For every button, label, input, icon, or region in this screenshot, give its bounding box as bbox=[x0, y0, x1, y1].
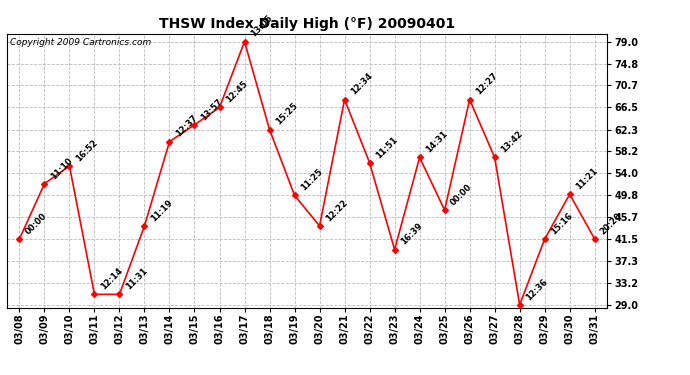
Text: 00:00: 00:00 bbox=[23, 211, 48, 236]
Text: 12:27: 12:27 bbox=[474, 72, 499, 97]
Text: 11:19: 11:19 bbox=[148, 198, 174, 223]
Text: 12:14: 12:14 bbox=[99, 266, 124, 291]
Text: 12:37: 12:37 bbox=[174, 114, 199, 139]
Text: 13:57: 13:57 bbox=[199, 97, 224, 122]
Text: 11:21: 11:21 bbox=[574, 166, 599, 192]
Title: THSW Index Daily High (°F) 20090401: THSW Index Daily High (°F) 20090401 bbox=[159, 17, 455, 31]
Text: 20:20: 20:20 bbox=[599, 211, 624, 236]
Text: 13:05: 13:05 bbox=[248, 13, 274, 39]
Text: 14:31: 14:31 bbox=[424, 129, 449, 154]
Text: 11:10: 11:10 bbox=[48, 156, 74, 181]
Text: 12:34: 12:34 bbox=[348, 72, 374, 97]
Text: 15:16: 15:16 bbox=[549, 211, 574, 236]
Text: 11:25: 11:25 bbox=[299, 167, 324, 193]
Text: 16:39: 16:39 bbox=[399, 222, 424, 247]
Text: 15:25: 15:25 bbox=[274, 101, 299, 127]
Text: 16:52: 16:52 bbox=[74, 138, 99, 163]
Text: 11:31: 11:31 bbox=[124, 266, 149, 291]
Text: 11:51: 11:51 bbox=[374, 135, 399, 160]
Text: 12:45: 12:45 bbox=[224, 79, 249, 105]
Text: 12:22: 12:22 bbox=[324, 198, 349, 223]
Text: 12:36: 12:36 bbox=[524, 277, 549, 302]
Text: Copyright 2009 Cartronics.com: Copyright 2009 Cartronics.com bbox=[10, 38, 151, 47]
Text: 00:00: 00:00 bbox=[448, 182, 474, 207]
Text: 13:42: 13:42 bbox=[499, 129, 524, 154]
